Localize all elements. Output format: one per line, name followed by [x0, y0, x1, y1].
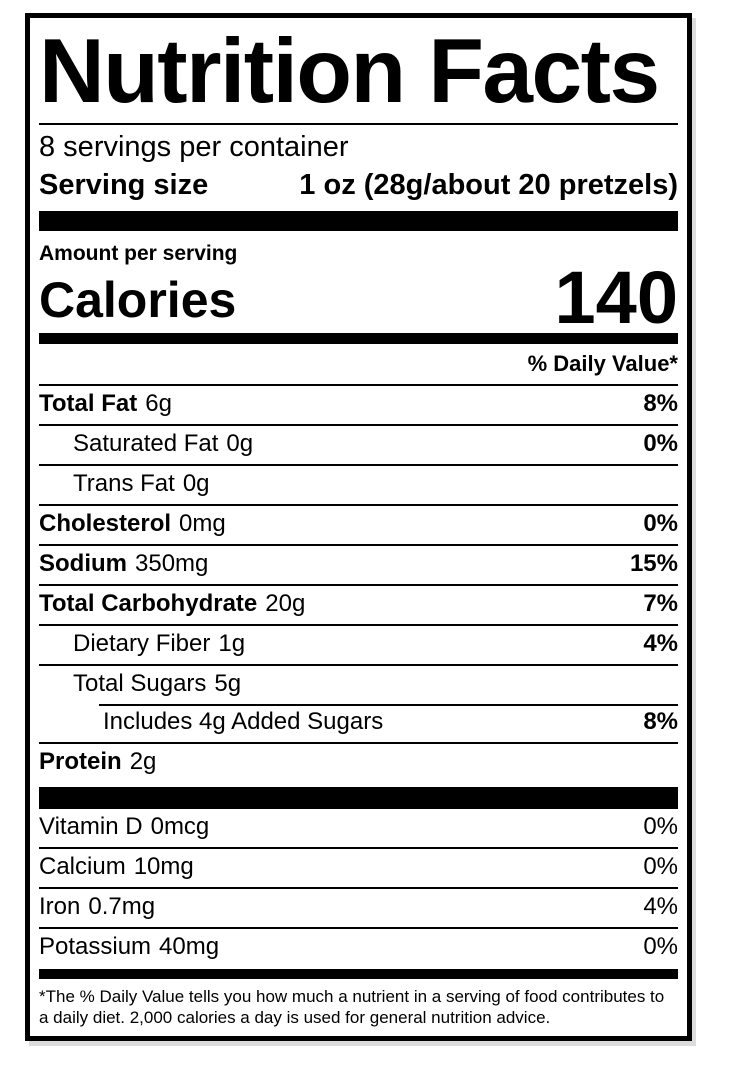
nutrient-row-saturated-fat: Saturated Fat 0g 0% — [39, 424, 678, 464]
nutrient-row-protein: Protein 2g — [39, 742, 678, 782]
thick-divider-top — [39, 211, 678, 231]
medium-divider-calories — [39, 333, 678, 344]
nutrient-name: Dietary Fiber — [73, 630, 211, 657]
micronutrient-name: Potassium — [39, 933, 152, 960]
micronutrient-row-vitamin-d: Vitamin D 0mcg 0% — [39, 807, 678, 847]
micronutrient-amount: 10mg — [133, 853, 194, 880]
micronutrient-name: Iron — [39, 893, 81, 920]
daily-value-header: % Daily Value* — [527, 351, 678, 376]
nutrient-amount: 1g — [218, 630, 246, 657]
micronutrient-dv: 4% — [643, 893, 678, 920]
nutrition-facts-label: Nutrition Facts 8 servings per container… — [25, 13, 692, 1041]
micronutrient-amount: 0mcg — [150, 813, 210, 840]
nutrient-row-total-carbohydrate: Total Carbohydrate 20g 7% — [39, 584, 678, 624]
nutrient-name: Protein — [39, 748, 122, 775]
nutrient-row-total-sugars: Total Sugars 5g — [39, 664, 678, 704]
calories-row: Calories 140 — [39, 256, 678, 339]
nutrient-dv: 15% — [629, 550, 678, 577]
serving-size-value: 1 oz (28g/about 20 pretzels) — [299, 169, 678, 201]
nutrient-row-added-sugars: Includes 4g Added Sugars 8% — [39, 704, 678, 742]
amount-per-serving-label: Amount per serving — [39, 242, 238, 265]
nutrient-amount: 0g — [226, 430, 254, 457]
serving-size-label: Serving size — [39, 169, 209, 201]
nutrient-name: Includes 4g Added Sugars — [103, 708, 384, 735]
calories-value: 140 — [554, 256, 678, 339]
nutrient-name: Total Sugars — [73, 670, 207, 697]
micronutrient-row-potassium: Potassium 40mg 0% — [39, 927, 678, 967]
calories-label: Calories — [39, 272, 237, 328]
micronutrient-row-iron: Iron 0.7mg 4% — [39, 887, 678, 927]
thin-divider-footnote — [39, 969, 678, 979]
label-title: Nutrition Facts — [39, 21, 660, 122]
nutrient-row-dietary-fiber: Dietary Fiber 1g 4% — [39, 624, 678, 664]
nutrient-amount: 0g — [182, 470, 210, 497]
nutrient-amount: 20g — [265, 590, 306, 617]
nutrient-name: Total Carbohydrate — [39, 590, 258, 617]
micronutrient-dv: 0% — [643, 933, 678, 960]
micronutrient-name: Calcium — [39, 853, 126, 880]
nutrient-name: Total Fat — [39, 390, 138, 417]
micronutrient-dv: 0% — [643, 853, 678, 880]
nutrient-amount: 350mg — [135, 550, 209, 577]
nutrient-dv: 0% — [643, 430, 678, 457]
nutrient-name: Trans Fat — [73, 470, 175, 497]
nutrient-dv: 8% — [643, 390, 678, 417]
thick-divider-micronutrients — [39, 787, 678, 807]
micronutrient-name: Vitamin D — [39, 813, 143, 840]
micronutrient-dv: 0% — [643, 813, 678, 840]
nutrient-name: Saturated Fat — [73, 430, 219, 457]
nutrient-dv: 4% — [643, 630, 678, 657]
serving-size-row: Serving size 1 oz (28g/about 20 pretzels… — [39, 166, 678, 209]
micronutrient-row-calcium: Calcium 10mg 0% — [39, 847, 678, 887]
nutrient-row-sodium: Sodium 350mg 15% — [39, 544, 678, 584]
micronutrient-amount: 0.7mg — [88, 893, 156, 920]
micronutrient-amount: 40mg — [159, 933, 220, 960]
nutrient-amount: 2g — [129, 748, 157, 775]
servings-per-container: 8 servings per container — [39, 131, 349, 163]
nutrient-row-trans-fat: Trans Fat 0g — [39, 464, 678, 504]
nutrient-amount: 0mg — [179, 510, 226, 537]
nutrient-name: Cholesterol — [39, 510, 172, 537]
partial-divider — [99, 704, 678, 706]
nutrient-dv: 8% — [643, 708, 678, 735]
nutrient-row-total-fat: Total Fat 6g 8% — [39, 384, 678, 424]
nutrient-amount: 6g — [145, 390, 172, 417]
nutrient-row-cholesterol: Cholesterol 0mg 0% — [39, 504, 678, 544]
title-divider — [39, 123, 678, 125]
nutrient-dv: 0% — [643, 510, 678, 537]
nutrient-dv: 7% — [643, 590, 678, 617]
daily-value-footnote: *The % Daily Value tells you how much a … — [39, 987, 665, 1027]
nutrient-amount: 5g — [214, 670, 242, 697]
nutrient-name: Sodium — [39, 550, 127, 577]
